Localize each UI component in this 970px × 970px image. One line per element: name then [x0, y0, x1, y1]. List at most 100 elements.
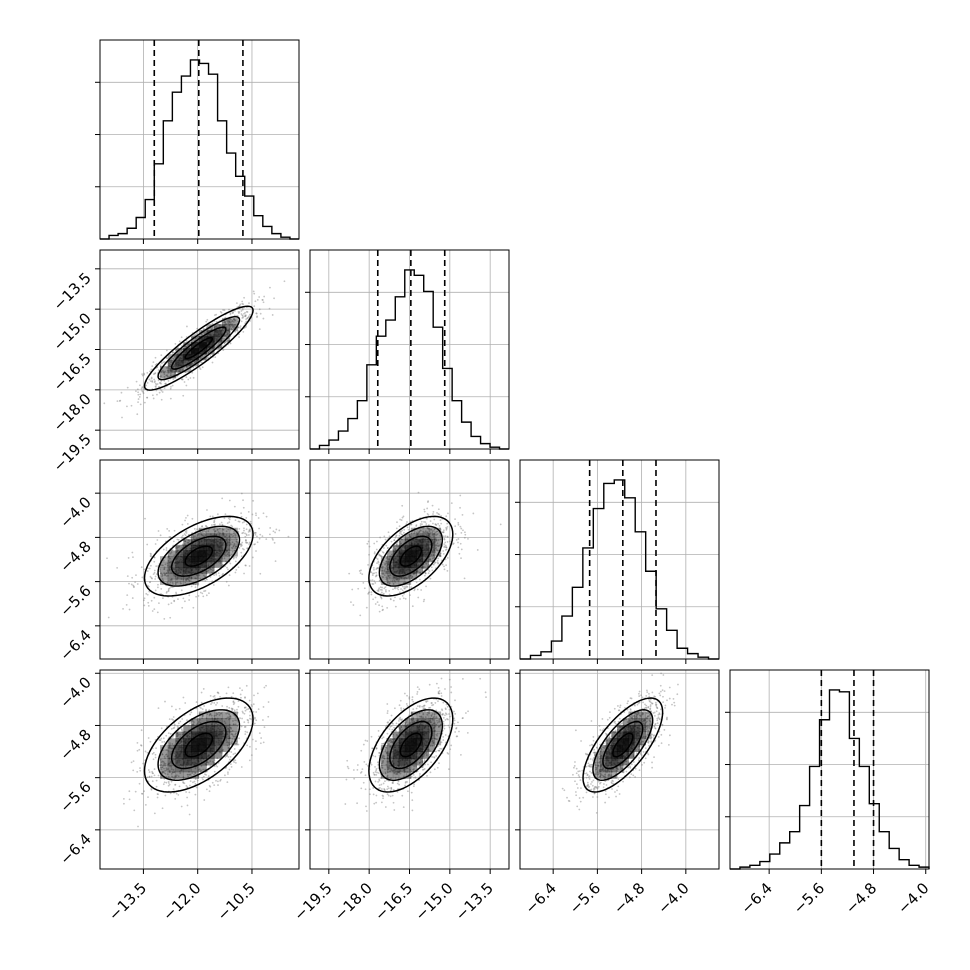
- scatter-point: [167, 768, 170, 770]
- scatter-point: [269, 527, 272, 529]
- scatter-point: [237, 743, 240, 746]
- scatter-point: [171, 736, 174, 739]
- density-cell: [191, 544, 200, 551]
- scatter-point: [170, 374, 172, 376]
- scatter-point: [208, 592, 210, 595]
- scatter-point: [122, 797, 125, 800]
- scatter-point: [399, 542, 402, 545]
- scatter-point: [245, 320, 248, 323]
- scatter-point: [236, 541, 239, 543]
- scatter-point: [387, 739, 390, 742]
- scatter-point: [184, 540, 187, 543]
- scatter-point: [172, 540, 175, 543]
- scatter-point: [223, 321, 226, 323]
- scatter-point: [165, 374, 168, 377]
- density-cell: [160, 765, 169, 773]
- scatter-point: [157, 530, 160, 532]
- scatter-point: [219, 696, 221, 698]
- scatter-point: [235, 742, 237, 745]
- scatter-point: [96, 417, 98, 419]
- scatter-point: [219, 751, 222, 754]
- scatter-point: [247, 316, 250, 319]
- scatter-point: [174, 783, 177, 786]
- scatter-point: [239, 327, 242, 329]
- scatter-point: [233, 702, 236, 704]
- hist-steps-3: [730, 689, 930, 870]
- scatter-point: [233, 735, 236, 738]
- density-cell: [175, 544, 184, 551]
- scatter-point: [240, 545, 242, 547]
- scatter-point: [213, 519, 216, 522]
- scatter-point: [222, 533, 225, 536]
- scatter-point: [248, 529, 251, 532]
- density-cell: [404, 539, 412, 546]
- scatter-point: [147, 796, 149, 799]
- scatter-point: [253, 722, 256, 725]
- scatter-point: [209, 694, 212, 697]
- scatter-point: [238, 527, 241, 530]
- scatter-point: [213, 702, 216, 704]
- scatter-point: [153, 608, 156, 611]
- scatter-point: [394, 587, 397, 590]
- scatter-point: [179, 582, 182, 585]
- scatter-point: [234, 309, 236, 312]
- hist-frame-3: [729, 669, 930, 870]
- scatter-point: [132, 584, 135, 587]
- scatter-point: [390, 540, 393, 543]
- scatter-point: [189, 346, 192, 349]
- density-cell: [167, 573, 176, 580]
- scatter-point: [445, 527, 448, 530]
- density-cell: [410, 550, 418, 557]
- density-cell: [198, 539, 207, 546]
- scatter-point: [201, 525, 204, 528]
- scatter-point: [382, 795, 385, 798]
- scatter-point: [223, 557, 226, 560]
- scatter-point: [364, 788, 367, 791]
- scatter-point: [383, 757, 385, 760]
- scatter-point: [217, 528, 219, 531]
- scatter-point: [259, 533, 262, 536]
- scatter-point: [160, 588, 163, 590]
- scatter-point: [241, 532, 244, 535]
- density-cell: [214, 550, 223, 557]
- scatter-point: [154, 756, 157, 759]
- scatter-point: [216, 691, 219, 694]
- density-cell: [198, 718, 207, 726]
- scatter-point: [458, 552, 461, 555]
- scatter-point: [228, 499, 231, 502]
- density-cell: [229, 539, 238, 546]
- scatter-point: [253, 292, 256, 295]
- scatter-point: [211, 328, 213, 331]
- scatter-point: [433, 533, 436, 535]
- scatter-point: [229, 533, 232, 536]
- scatter-point: [386, 703, 389, 705]
- scatter-point: [133, 586, 135, 589]
- scatter-point: [171, 743, 174, 745]
- scatter-point: [173, 723, 176, 726]
- scatter-point: [380, 566, 383, 568]
- scatter-point: [159, 366, 162, 368]
- scatter-point: [400, 726, 403, 728]
- scatter-point: [174, 546, 177, 549]
- scatter-point: [169, 536, 172, 538]
- scatter-point: [189, 784, 191, 787]
- scatter-point: [404, 537, 407, 540]
- density-cell: [222, 330, 231, 337]
- scatter-point: [365, 606, 368, 609]
- scatter-point: [424, 531, 427, 534]
- density-cell: [206, 745, 215, 753]
- scatter-point: [183, 533, 186, 535]
- scatter-point: [229, 342, 232, 345]
- scatter-point: [379, 536, 382, 539]
- scatter-point: [196, 723, 198, 726]
- scatter-point: [238, 305, 241, 307]
- hist-panel-1: [305, 249, 510, 454]
- scatter-point: [128, 582, 130, 585]
- scatter-point: [245, 310, 248, 313]
- scatter-point: [160, 389, 163, 392]
- scatter-point: [161, 370, 163, 373]
- scatter-point: [460, 531, 463, 534]
- scatter-point: [160, 398, 163, 401]
- scatter-point: [438, 555, 441, 558]
